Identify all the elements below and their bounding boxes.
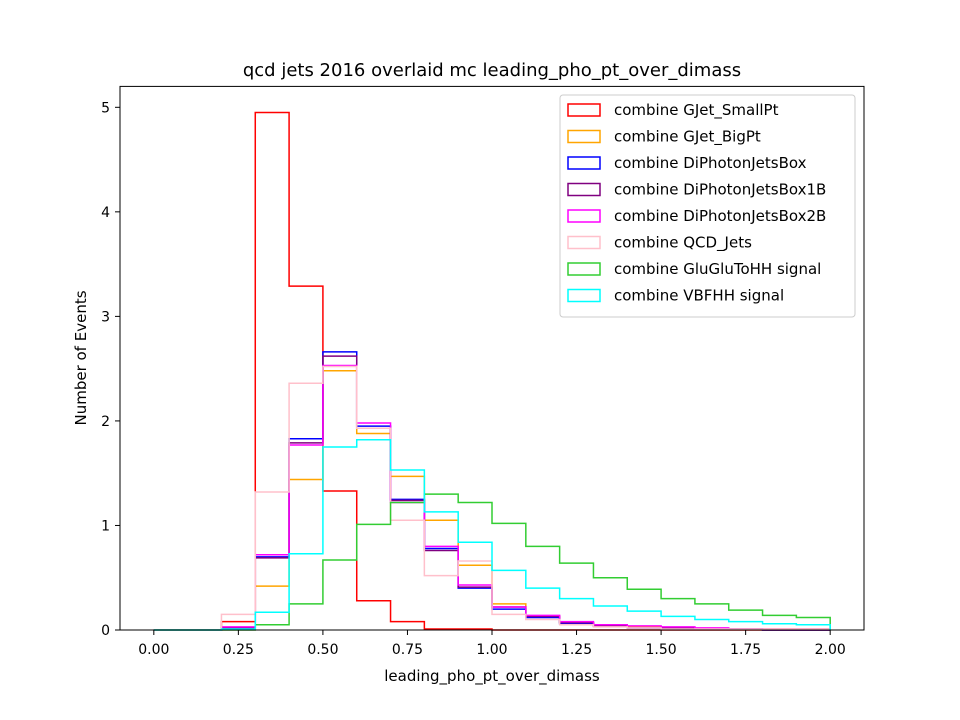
legend-entry-label: combine QCD_Jets <box>614 234 752 253</box>
y-tick-label: 0 <box>101 623 110 639</box>
y-axis-label: Number of Events <box>72 290 90 425</box>
legend-entry-label: combine DiPhotonJetsBox2B <box>614 207 826 225</box>
legend-swatch <box>567 156 601 170</box>
y-tick-label: 2 <box>101 414 110 430</box>
series-5-step-line <box>153 365 831 631</box>
legend-box <box>559 94 856 318</box>
y-tick-label: 5 <box>101 100 110 116</box>
y-axis: 0 1 2 3 4 5 <box>101 100 120 639</box>
legend-entry-label: combine DiPhotonJetsBox <box>614 154 807 172</box>
x-tick-label: 0.75 <box>392 642 423 658</box>
legend-swatch <box>567 288 601 303</box>
legend-swatch <box>567 129 601 144</box>
x-tick-label: 1.00 <box>476 642 507 658</box>
series-7-step-line <box>153 438 831 631</box>
legend-entry-label: combine GJet_SmallPt <box>614 101 779 120</box>
series-6-step-line <box>153 493 831 631</box>
legend-swatch <box>567 103 601 117</box>
legend-swatch <box>567 235 601 250</box>
chart-title: qcd jets 2016 overlaid mc leading_pho_pt… <box>243 60 741 81</box>
x-tick-label: 1.75 <box>730 642 761 658</box>
x-tick-label: 2.00 <box>815 642 846 658</box>
x-tick-label: 0.00 <box>138 642 169 658</box>
legend-entry-label: combine DiPhotonJetsBox1B <box>614 181 826 199</box>
legend-entry-label: combine VBFHH signal <box>614 287 784 305</box>
legend-swatch <box>567 262 601 276</box>
legend-swatch <box>567 182 601 197</box>
y-tick-label: 1 <box>101 518 110 534</box>
x-axis-label: leading_pho_pt_over_dimass <box>384 667 600 686</box>
x-tick-label: 0.50 <box>307 642 338 658</box>
x-tick-label: 0.25 <box>223 642 254 658</box>
x-tick-label: 1.25 <box>561 642 592 658</box>
x-tick-label: 1.50 <box>646 642 677 658</box>
x-axis: 0.00 0.25 0.50 0.75 1.00 1.25 1.50 1.75 2.00 <box>138 630 846 658</box>
legend-swatch <box>567 209 601 223</box>
y-tick-label: 4 <box>101 205 110 221</box>
legend-entry-label: combine GJet_BigPt <box>614 128 761 147</box>
legend-entry-label: combine GluGluToHH signal <box>614 260 821 278</box>
y-tick-label: 3 <box>101 309 110 325</box>
